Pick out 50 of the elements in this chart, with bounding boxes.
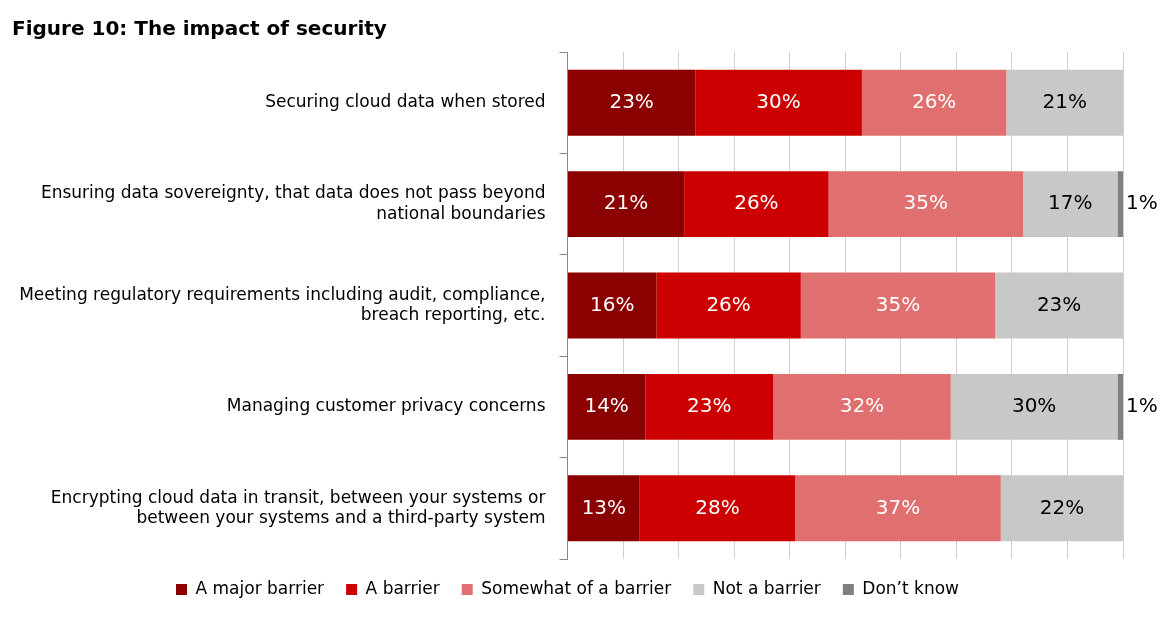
bar: [639, 475, 796, 542]
data-label: 37%: [875, 494, 921, 519]
data-label: 1%: [1126, 190, 1158, 215]
data-label: 13%: [581, 494, 627, 519]
data-label: 21%: [1042, 88, 1087, 113]
legend-label: Somewhat of a barrier: [481, 577, 672, 598]
bar: [568, 272, 657, 339]
bar: [773, 373, 951, 440]
bar: [861, 69, 1007, 136]
y-tick-label: Encrypting cloud data in transit, between your systems or between your systems and a third-party system: [50, 486, 546, 527]
data-label: 1%: [1126, 393, 1158, 418]
bar: [656, 272, 801, 339]
data-label: 17%: [1048, 190, 1093, 215]
y-tick-label: Meeting regulatory requirements including audit, compliance, breach reporting, etc.: [19, 283, 546, 325]
data-label: 26%: [706, 291, 751, 316]
bar: [800, 272, 996, 339]
data-label: 28%: [695, 494, 740, 519]
bar: [568, 69, 696, 136]
data-label: 35%: [903, 190, 949, 215]
data-label: 22%: [1039, 494, 1085, 519]
data-label: 16%: [589, 291, 635, 316]
bar: [568, 171, 685, 238]
bar: [568, 373, 646, 440]
data-label: 30%: [1011, 393, 1057, 418]
data-label: 14%: [584, 393, 629, 418]
data-label: 23%: [1036, 291, 1082, 316]
legend-label: A barrier: [365, 577, 440, 598]
bar: [695, 69, 862, 136]
data-label: 26%: [734, 190, 779, 215]
legend-label: Not a barrier: [712, 577, 821, 598]
data-label: 23%: [609, 88, 654, 113]
data-label: 21%: [603, 190, 649, 215]
data-label: 30%: [756, 88, 801, 113]
bar: [1117, 171, 1123, 238]
legend-label: A major barrier: [195, 577, 325, 598]
data-label: 35%: [875, 291, 921, 316]
y-tick-label: Managing customer privacy concerns: [226, 395, 546, 416]
data-label: 32%: [839, 393, 885, 418]
y-tick-label: Ensuring data sovereignty, that data does not pass beyond national boundaries: [40, 182, 546, 223]
bar: [795, 475, 1001, 542]
y-tick-label: Securing cloud data when stored: [265, 91, 546, 112]
bar: [828, 171, 1024, 238]
text: Figure 10: The impact of security: [12, 16, 387, 41]
bar: [1117, 373, 1123, 440]
bar: [645, 373, 774, 440]
bar: [568, 475, 640, 542]
data-label: 26%: [911, 88, 957, 113]
data-label: 23%: [686, 393, 732, 418]
legend-label: Don’t know: [862, 577, 960, 598]
bar: [684, 171, 829, 238]
